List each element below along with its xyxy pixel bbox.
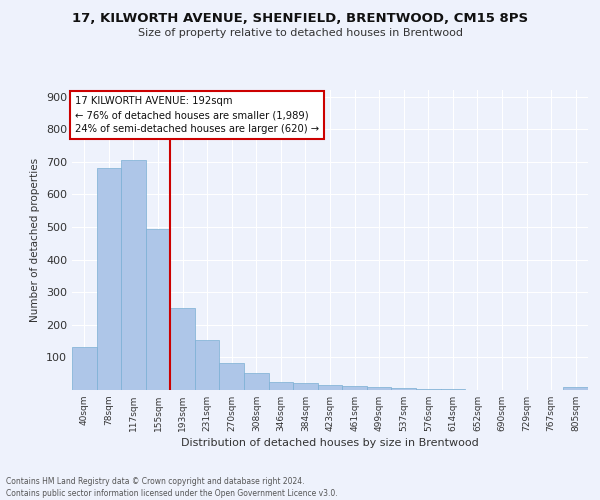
- Bar: [416, 388, 440, 390]
- Bar: [563, 388, 588, 390]
- Bar: [244, 374, 269, 390]
- Bar: [269, 382, 293, 390]
- Bar: [367, 386, 391, 390]
- Bar: [146, 229, 170, 390]
- Text: Size of property relative to detached houses in Brentwood: Size of property relative to detached ho…: [137, 28, 463, 38]
- Text: 17, KILWORTH AVENUE, SHENFIELD, BRENTWOOD, CM15 8PS: 17, KILWORTH AVENUE, SHENFIELD, BRENTWOO…: [72, 12, 528, 26]
- Bar: [391, 388, 416, 390]
- Bar: [72, 346, 97, 390]
- Bar: [170, 308, 195, 390]
- Bar: [342, 386, 367, 390]
- Bar: [195, 340, 220, 390]
- Bar: [121, 160, 146, 390]
- Text: Distribution of detached houses by size in Brentwood: Distribution of detached houses by size …: [181, 438, 479, 448]
- Text: Contains HM Land Registry data © Crown copyright and database right 2024.
Contai: Contains HM Land Registry data © Crown c…: [6, 476, 338, 498]
- Bar: [318, 385, 342, 390]
- Bar: [293, 384, 318, 390]
- Text: 17 KILWORTH AVENUE: 192sqm
← 76% of detached houses are smaller (1,989)
24% of s: 17 KILWORTH AVENUE: 192sqm ← 76% of deta…: [74, 96, 319, 134]
- Bar: [97, 168, 121, 390]
- Bar: [220, 362, 244, 390]
- Y-axis label: Number of detached properties: Number of detached properties: [31, 158, 40, 322]
